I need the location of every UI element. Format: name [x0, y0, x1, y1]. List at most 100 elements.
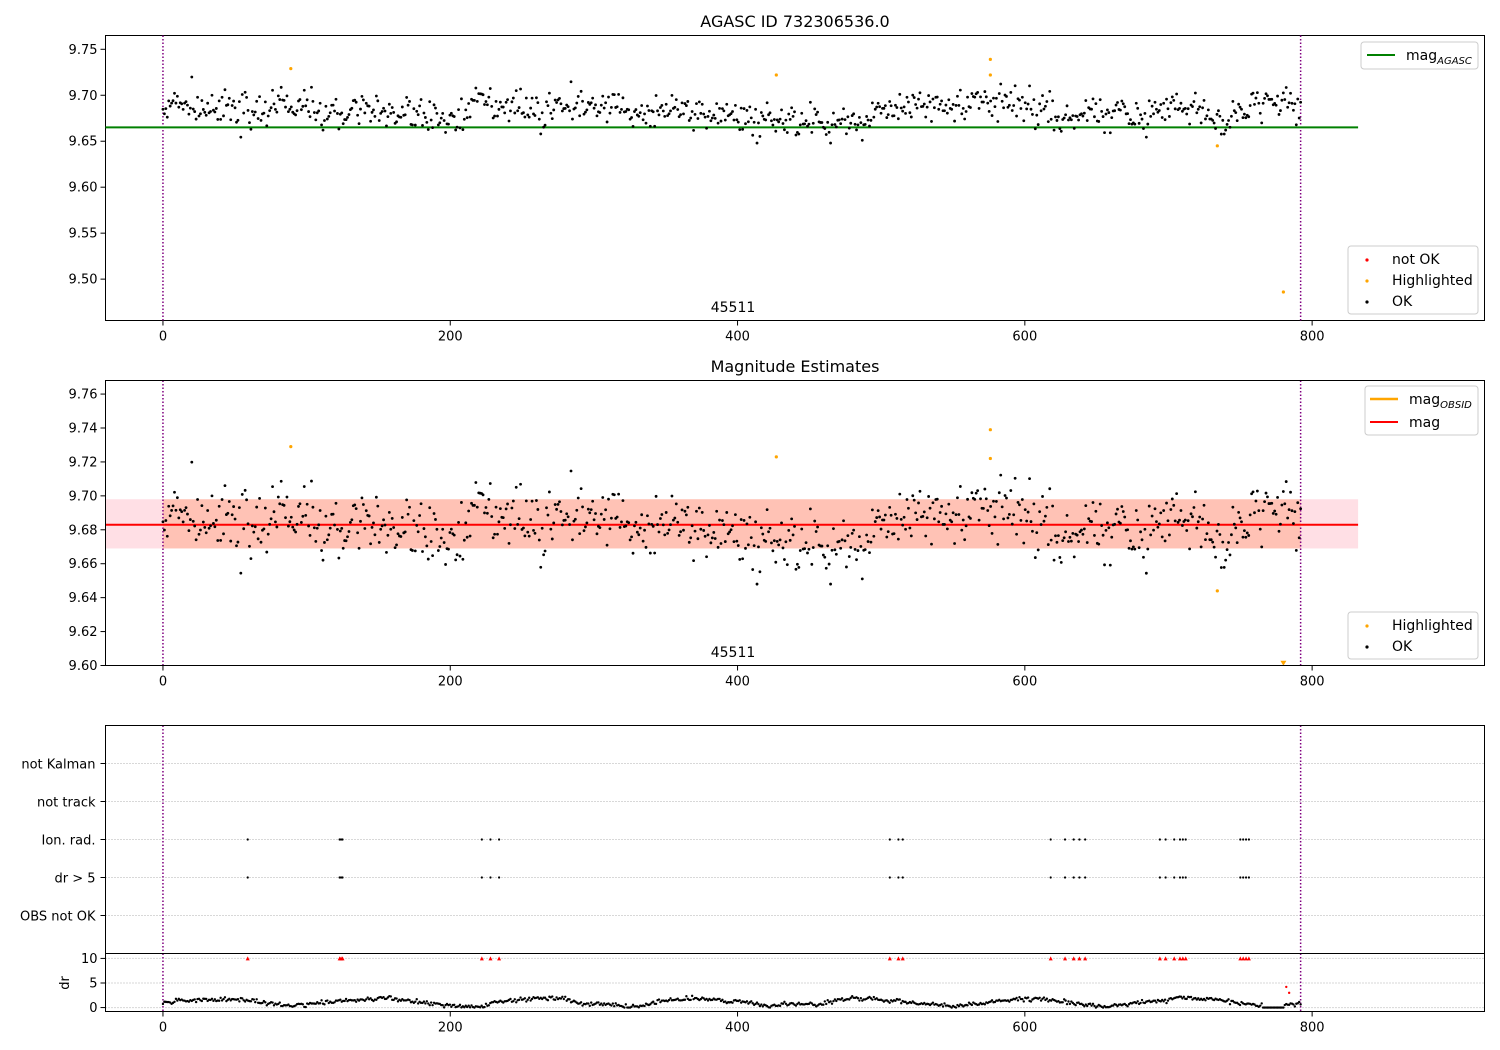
ok-point — [757, 121, 760, 125]
ok-point — [164, 107, 168, 111]
ok-point — [265, 124, 269, 128]
ok-point — [935, 95, 939, 99]
dr-point — [690, 994, 694, 998]
ok-point — [1120, 99, 1124, 103]
ok-point — [895, 517, 899, 520]
ok-point — [1240, 107, 1243, 111]
dr-clipped-marker — [1177, 956, 1182, 961]
ok-point — [992, 96, 995, 100]
ok-point — [1183, 518, 1187, 522]
ok-point — [748, 515, 752, 519]
ok-point — [475, 99, 479, 103]
ok-point — [400, 105, 404, 109]
ok-point — [243, 90, 247, 94]
dr-point — [768, 1006, 772, 1009]
ok-point — [615, 105, 619, 109]
ok-point — [1091, 501, 1095, 504]
panel3-axes-frame — [105, 725, 1485, 954]
ok-point — [494, 99, 498, 103]
ok-point — [635, 530, 639, 534]
ok-point — [1157, 522, 1161, 526]
ok-point — [1064, 113, 1068, 117]
dr-point — [468, 1006, 472, 1009]
ok-point — [353, 98, 357, 102]
ok-point — [416, 113, 420, 117]
ok-point — [245, 498, 248, 502]
ok-point — [1130, 547, 1134, 551]
ok-point — [268, 109, 272, 113]
ok-point — [667, 112, 671, 116]
ok-point — [390, 106, 394, 109]
ok-point — [624, 110, 628, 113]
ok-point — [605, 120, 609, 124]
ok-point — [1286, 105, 1290, 109]
dr-point — [689, 998, 692, 1002]
ok-point — [644, 121, 648, 125]
ok-point — [491, 536, 495, 540]
ok-point — [927, 94, 931, 97]
ok-point — [197, 114, 201, 118]
ok-point — [1160, 116, 1164, 119]
ok-point — [340, 526, 344, 530]
ok-point — [705, 126, 708, 130]
flag-point — [1244, 876, 1248, 879]
legend-ok-marker — [1365, 300, 1369, 304]
agasc-panel: AGASC ID 732306536.0 9.509.559.609.659.7… — [69, 12, 1485, 345]
dr-point — [509, 997, 512, 1001]
ok-point — [1166, 107, 1170, 111]
ok-point — [783, 558, 786, 561]
panel2-ytick-label: 9.66 — [69, 557, 98, 572]
ok-point — [470, 501, 473, 505]
ok-point — [1002, 106, 1005, 110]
ok-point — [951, 511, 955, 515]
ok-point — [250, 110, 254, 113]
ok-point — [765, 508, 769, 512]
ok-point — [716, 545, 720, 549]
dr-point — [546, 999, 550, 1002]
ok-point — [457, 521, 460, 524]
ok-point — [1289, 91, 1292, 95]
ok-point — [572, 519, 576, 523]
ok-point — [1202, 98, 1206, 102]
ok-point — [918, 489, 922, 493]
ok-point — [193, 110, 197, 113]
ok-point — [687, 119, 691, 122]
ok-point — [885, 535, 889, 539]
ok-point — [1296, 501, 1300, 505]
ok-point — [1035, 531, 1039, 535]
ok-point — [504, 100, 508, 104]
ok-point — [908, 111, 912, 115]
dr-point — [458, 1003, 462, 1007]
panel4-ytick-label: 0 — [89, 1001, 97, 1016]
ok-point — [997, 491, 1001, 495]
ok-point — [797, 565, 801, 569]
ok-point — [454, 128, 458, 132]
ok-point — [203, 525, 207, 529]
ok-point — [307, 110, 310, 113]
dr-point — [706, 999, 710, 1002]
dr-point — [1260, 1002, 1263, 1005]
ok-point — [487, 497, 491, 501]
ok-point — [1204, 538, 1207, 541]
ok-point — [1090, 520, 1093, 523]
ok-point — [298, 502, 302, 506]
flag-point — [489, 876, 492, 879]
ok-point — [853, 122, 857, 126]
ok-point — [768, 111, 772, 115]
ok-point — [723, 118, 727, 122]
ok-point — [695, 509, 698, 513]
category-label: Ion. rad. — [42, 834, 96, 849]
ok-point — [434, 518, 437, 521]
ok-point — [1215, 529, 1219, 533]
ok-point — [546, 104, 550, 108]
dr-point — [1189, 995, 1193, 999]
dr-point — [654, 1002, 658, 1006]
ok-point — [999, 82, 1003, 86]
flag-point — [1084, 876, 1087, 879]
ok-point — [250, 524, 254, 528]
dr-point — [353, 999, 356, 1002]
ok-point — [455, 125, 459, 129]
panel2-xtick-label: 0 — [159, 675, 167, 690]
ok-point — [1003, 494, 1007, 497]
dr-point — [1088, 1002, 1092, 1005]
